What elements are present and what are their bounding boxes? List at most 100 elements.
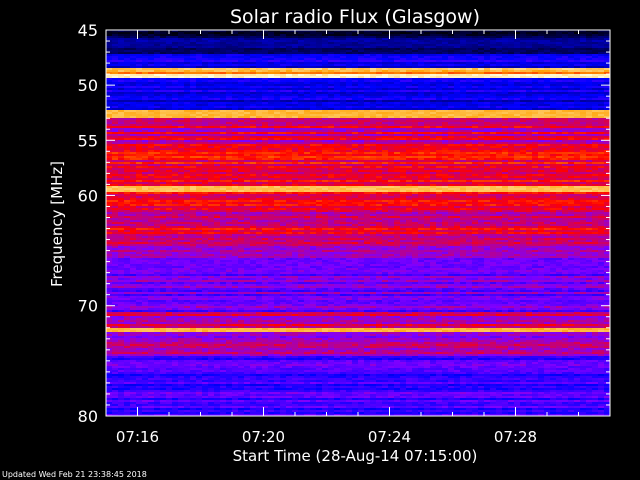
heatmap-cell	[256, 68, 263, 71]
heatmap-row	[106, 70, 610, 73]
heatmap-cell	[238, 62, 245, 65]
heatmap-cell	[268, 36, 275, 39]
heatmap-cell	[256, 122, 263, 125]
heatmap-cell	[442, 108, 449, 111]
heatmap-cell	[196, 36, 203, 39]
heatmap-cell	[568, 32, 575, 35]
heatmap-cell	[370, 32, 377, 35]
heatmap-cell	[124, 130, 131, 133]
heatmap-cell	[478, 100, 485, 103]
heatmap-cell	[148, 144, 155, 147]
heatmap-cell	[580, 142, 587, 145]
heatmap-cell	[394, 96, 401, 99]
heatmap-cell	[154, 108, 161, 111]
heatmap-cell	[250, 50, 257, 53]
heatmap-cell	[598, 70, 605, 73]
heatmap-cell	[550, 48, 557, 51]
heatmap-cell	[130, 56, 137, 59]
heatmap-cell	[208, 58, 215, 61]
heatmap-cell	[322, 82, 329, 85]
heatmap-cell	[466, 138, 473, 141]
heatmap-cell	[418, 42, 425, 45]
heatmap-cell	[394, 122, 401, 125]
heatmap-cell	[418, 106, 425, 109]
heatmap-cell	[604, 38, 610, 41]
heatmap-cell	[154, 30, 161, 33]
heatmap-cell	[478, 102, 485, 105]
heatmap-cell	[436, 40, 443, 43]
heatmap-cell	[484, 134, 491, 137]
heatmap-cell	[568, 122, 575, 125]
heatmap-cell	[412, 88, 419, 91]
heatmap-cell	[400, 50, 407, 53]
heatmap-cell	[160, 146, 167, 149]
heatmap-cell	[280, 64, 287, 67]
heatmap-cell	[190, 80, 197, 83]
heatmap-cell	[448, 34, 455, 37]
heatmap-cell	[160, 46, 167, 49]
heatmap-cell	[580, 108, 587, 111]
heatmap-cell	[112, 118, 119, 121]
heatmap-cell	[514, 122, 521, 125]
heatmap-cell	[496, 42, 503, 45]
heatmap-cell	[466, 52, 473, 55]
heatmap-row	[106, 72, 610, 75]
heatmap-cell	[268, 44, 275, 47]
heatmap-cell	[466, 68, 473, 71]
heatmap-cell	[106, 88, 113, 91]
heatmap-cell	[232, 86, 239, 89]
heatmap-cell	[508, 42, 515, 45]
heatmap-cell	[502, 122, 509, 125]
heatmap-cell	[226, 68, 233, 71]
heatmap-cell	[202, 30, 209, 33]
heatmap-cell	[346, 126, 353, 129]
heatmap-cell	[274, 78, 281, 81]
heatmap-cell	[178, 70, 185, 73]
heatmap-cell	[424, 46, 431, 49]
heatmap-cell	[574, 106, 581, 109]
heatmap-cell	[166, 84, 173, 87]
heatmap-cell	[298, 124, 305, 127]
heatmap-cell	[406, 46, 413, 49]
heatmap-cell	[370, 118, 377, 121]
heatmap-cell	[574, 42, 581, 45]
heatmap-cell	[460, 130, 467, 133]
heatmap-cell	[472, 60, 479, 63]
heatmap-cell	[358, 30, 365, 33]
heatmap-cell	[376, 34, 383, 37]
heatmap-cell	[196, 116, 203, 119]
heatmap-cell	[562, 36, 569, 39]
heatmap-cell	[436, 62, 443, 65]
heatmap-cell	[436, 128, 443, 131]
heatmap-cell	[514, 100, 521, 103]
heatmap-cell	[112, 44, 119, 47]
heatmap-cell	[412, 144, 419, 147]
heatmap-cell	[280, 30, 287, 33]
heatmap-cell	[340, 130, 347, 133]
heatmap-cell	[388, 62, 395, 65]
heatmap-cell	[328, 116, 335, 119]
heatmap-cell	[400, 108, 407, 111]
heatmap-cell	[316, 48, 323, 51]
heatmap-cell	[442, 50, 449, 53]
heatmap-cell	[250, 88, 257, 91]
heatmap-cell	[496, 40, 503, 43]
heatmap-cell	[136, 84, 143, 87]
heatmap-cell	[154, 116, 161, 119]
heatmap-cell	[424, 132, 431, 135]
heatmap-cell	[340, 58, 347, 61]
heatmap-cell	[406, 84, 413, 87]
heatmap-cell	[484, 48, 491, 51]
heatmap-cell	[244, 114, 251, 117]
heatmap-cell	[148, 72, 155, 75]
heatmap-cell	[232, 72, 239, 75]
heatmap-cell	[598, 58, 605, 61]
heatmap-cell	[262, 44, 269, 47]
heatmap-cell	[526, 56, 533, 59]
heatmap-cell	[304, 130, 311, 133]
heatmap-cell	[226, 144, 233, 147]
heatmap-cell	[466, 136, 473, 139]
heatmap-cell	[268, 66, 275, 69]
heatmap-cell	[346, 128, 353, 131]
heatmap-cell	[328, 132, 335, 135]
